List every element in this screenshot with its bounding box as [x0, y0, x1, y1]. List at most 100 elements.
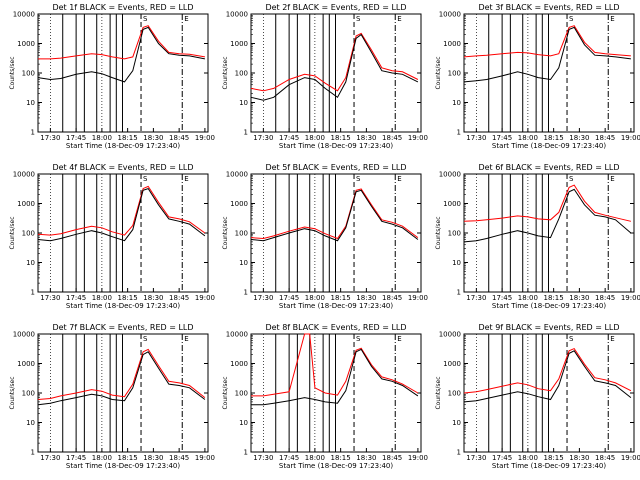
x-tick-label: 18:45	[382, 294, 402, 302]
x-tick-label: 19:00	[195, 294, 215, 302]
x-tick-label: 19:00	[195, 454, 215, 462]
y-axis-label: Counts/sec	[222, 216, 229, 249]
x-tick-label: 18:45	[169, 134, 189, 142]
x-tick-label: 17:45	[492, 454, 512, 462]
events-series-line	[37, 351, 206, 406]
x-tick-label: 18:45	[595, 454, 615, 462]
x-tick-label: 17:30	[466, 454, 486, 462]
y-tick-label: 10000	[439, 171, 461, 179]
y-tick-label: 1	[244, 129, 248, 137]
panel-det-6: Det 6f BLACK = Events, RED = LLD S E 1 10 100…	[435, 163, 640, 310]
y-tick-label: 10000	[226, 11, 248, 19]
x-tick-label: 17:30	[466, 134, 486, 142]
end-marker-label: E	[397, 15, 401, 23]
events-series-line	[37, 26, 205, 83]
x-tick-label: 18:30	[356, 294, 376, 302]
y-tick-label: 10000	[226, 331, 248, 339]
panel-det-2: Det 2f BLACK = Events, RED = LLD S E 1 10 100…	[222, 3, 428, 150]
x-tick-label: 18:45	[169, 294, 189, 302]
y-tick-label: 1	[244, 449, 248, 457]
lld-series-line	[250, 32, 419, 92]
plot-frame	[37, 13, 209, 133]
x-tick-label: 18:15	[331, 294, 351, 302]
x-axis-label: Start Time (18-Dec-09 17:23:40)	[66, 302, 180, 310]
x-tick-label: 18:00	[305, 294, 325, 302]
events-series-line	[463, 26, 631, 83]
x-tick-label: 18:15	[331, 134, 351, 142]
panel-title: Det 4f BLACK = Events, RED = LLD	[52, 163, 193, 172]
y-tick-label: 10000	[13, 171, 35, 179]
panel-title: Det 1f BLACK = Events, RED = LLD	[52, 3, 193, 12]
y-tick-label: 1000	[230, 200, 248, 208]
y-tick-label: 100	[448, 70, 461, 78]
lld-series-line	[250, 188, 419, 240]
panel-det-4: Det 4f BLACK = Events, RED = LLD S E 1 10 100…	[9, 163, 215, 310]
x-tick-label: 18:00	[518, 134, 538, 142]
y-tick-label: 10000	[226, 171, 248, 179]
end-marker-label: E	[610, 335, 614, 343]
y-tick-label: 100	[235, 70, 248, 78]
x-tick-label: 19:00	[621, 454, 640, 462]
x-tick-label: 18:30	[143, 454, 163, 462]
events-series-line	[250, 189, 419, 242]
start-marker-label: S	[356, 15, 361, 23]
x-tick-label: 18:15	[544, 294, 564, 302]
x-tick-label: 18:45	[595, 294, 615, 302]
y-tick-label: 100	[448, 390, 461, 398]
x-tick-label: 18:45	[382, 134, 402, 142]
y-tick-label: 100	[22, 70, 35, 78]
end-marker-label: E	[610, 175, 614, 183]
y-tick-label: 1	[31, 129, 35, 137]
x-axis-label: Start Time (18-Dec-09 17:23:40)	[66, 462, 180, 470]
y-tick-label: 10000	[439, 331, 461, 339]
x-tick-label: 19:00	[408, 134, 428, 142]
x-tick-label: 18:45	[382, 454, 402, 462]
y-tick-label: 10000	[439, 11, 461, 19]
plot-frame	[463, 333, 635, 453]
lld-series-line	[463, 25, 631, 58]
panel-det-3: Det 3f BLACK = Events, RED = LLD S E 1 10 100…	[435, 3, 640, 150]
start-marker-label: S	[143, 335, 148, 343]
y-tick-label: 1000	[230, 360, 248, 368]
y-tick-label: 1000	[443, 40, 461, 48]
panel-title: Det 6f BLACK = Events, RED = LLD	[478, 163, 619, 172]
x-tick-label: 18:30	[569, 454, 589, 462]
y-tick-label: 100	[235, 230, 248, 238]
x-tick-label: 18:00	[305, 454, 325, 462]
y-tick-label: 100	[22, 390, 35, 398]
y-tick-label: 10	[239, 99, 248, 107]
x-tick-label: 17:45	[279, 294, 299, 302]
plot-frame	[37, 333, 209, 453]
y-axis-label: Counts/sec	[435, 216, 442, 249]
x-tick-label: 17:30	[466, 294, 486, 302]
y-tick-label: 1	[31, 289, 35, 297]
x-tick-label: 18:00	[92, 134, 112, 142]
x-tick-label: 17:45	[66, 134, 86, 142]
y-tick-label: 10	[239, 259, 248, 267]
x-tick-label: 18:30	[356, 134, 376, 142]
x-tick-label: 18:30	[143, 294, 163, 302]
events-series-line	[463, 350, 632, 403]
y-tick-label: 10	[239, 419, 248, 427]
plot-frame	[463, 13, 635, 133]
lld-series-line	[463, 184, 632, 222]
start-marker-label: S	[569, 175, 574, 183]
panel-det-7: Det 7f BLACK = Events, RED = LLD S E 1 10 100…	[9, 323, 215, 470]
x-tick-label: 19:00	[408, 294, 428, 302]
panel-title: Det 2f BLACK = Events, RED = LLD	[265, 3, 406, 12]
start-marker-label: S	[356, 175, 361, 183]
y-axis-label: Counts/sec	[222, 376, 229, 409]
x-tick-label: 17:30	[253, 134, 273, 142]
y-tick-label: 1	[457, 449, 461, 457]
y-tick-label: 1000	[443, 360, 461, 368]
end-marker-label: E	[397, 335, 401, 343]
x-tick-label: 17:30	[253, 454, 273, 462]
panel-det-8: Det 8f BLACK = Events, RED = LLD S E 1 10 100…	[222, 323, 428, 470]
y-tick-label: 1	[244, 289, 248, 297]
x-tick-label: 18:15	[118, 134, 138, 142]
x-tick-label: 17:30	[253, 294, 273, 302]
y-tick-label: 10	[26, 259, 35, 267]
x-tick-label: 18:15	[544, 134, 564, 142]
x-tick-label: 18:30	[143, 134, 163, 142]
panel-det-5: Det 5f BLACK = Events, RED = LLD S E 1 10 100…	[222, 163, 428, 310]
